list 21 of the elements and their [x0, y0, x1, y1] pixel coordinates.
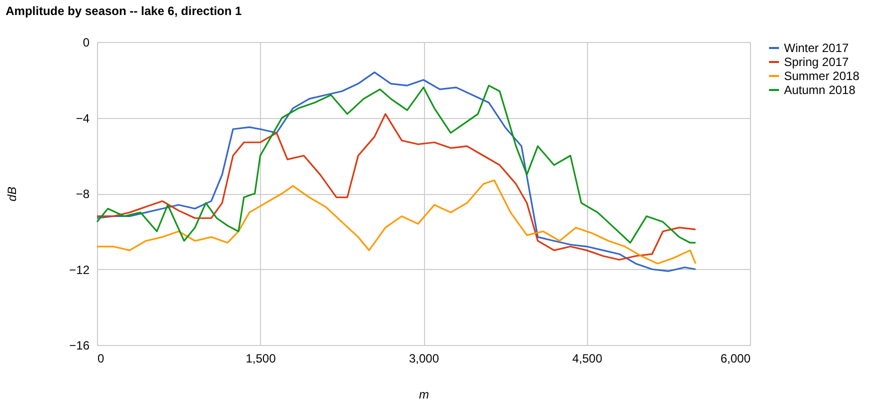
y-tick-label: 0	[82, 36, 90, 50]
line-series	[96, 84, 696, 244]
x-tick-label: 4,500	[572, 352, 603, 366]
x-tick-label: 0	[98, 352, 104, 366]
legend-label: Spring 2017	[784, 55, 850, 69]
x-axis-title: m	[419, 388, 429, 402]
legend-label: Autumn 2018	[784, 83, 856, 97]
x-tick-label: 3,000	[408, 352, 440, 366]
y-tick-label: −12	[69, 262, 90, 277]
chart-title: Amplitude by season -- lake 6, direction 1	[6, 4, 242, 18]
y-tick-label: −8	[76, 187, 90, 201]
legend-label: Summer 2018	[784, 69, 860, 83]
y-tick-label: −4	[76, 111, 90, 126]
line-series	[96, 179, 696, 264]
legend-label: Winter 2017	[784, 41, 850, 55]
line-series	[96, 72, 696, 272]
x-tick-label: 1,500	[246, 352, 276, 366]
line-series	[96, 113, 696, 261]
x-tick-label: 6,000	[720, 352, 751, 366]
y-axis-title: dB	[5, 186, 20, 202]
y-tick-label: −16	[69, 338, 90, 352]
